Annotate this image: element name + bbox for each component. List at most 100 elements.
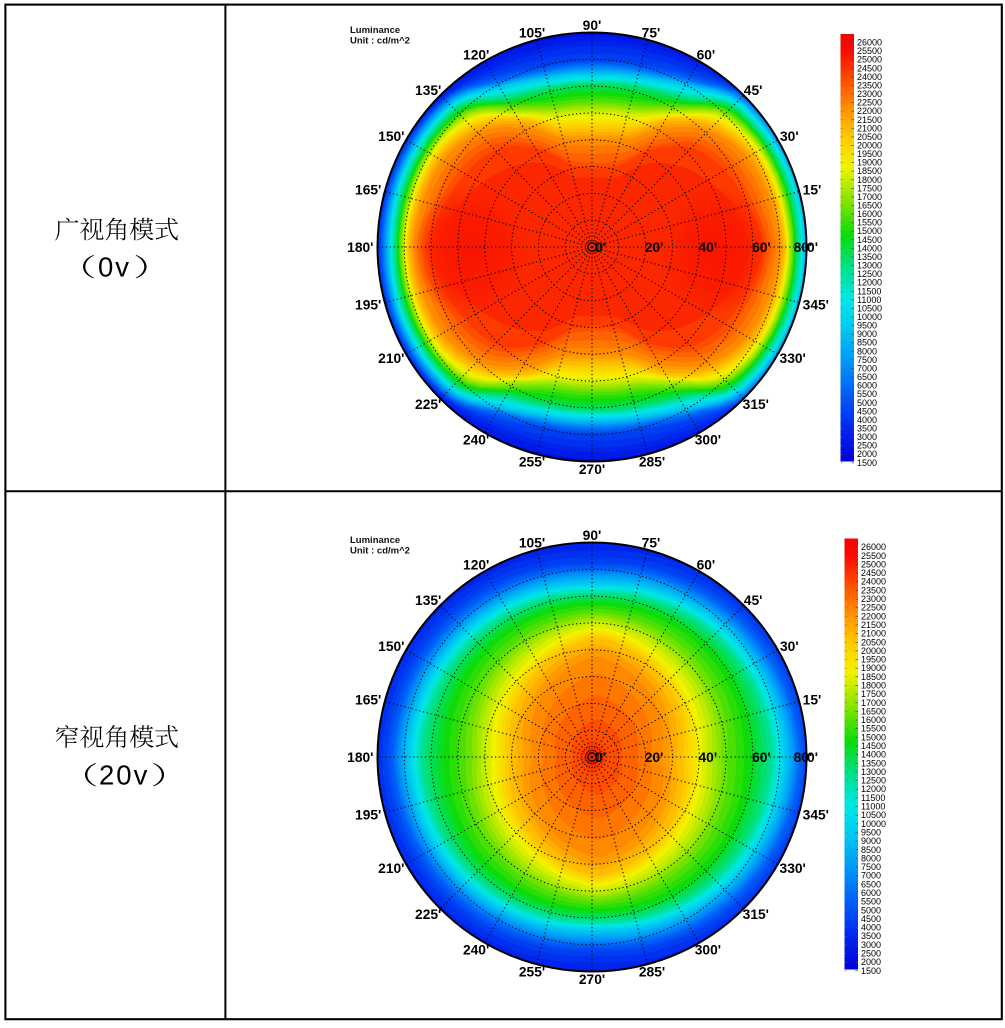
svg-text:75': 75' bbox=[642, 26, 661, 41]
svg-text:4000: 4000 bbox=[861, 923, 881, 933]
svg-text:Unit : cd/m^2: Unit : cd/m^2 bbox=[350, 36, 410, 47]
svg-text:165': 165' bbox=[355, 182, 381, 197]
svg-text:13500: 13500 bbox=[857, 252, 882, 262]
svg-text:60': 60' bbox=[752, 750, 771, 765]
svg-text:240': 240' bbox=[463, 432, 489, 447]
svg-text:18000: 18000 bbox=[857, 175, 882, 185]
svg-text:20000: 20000 bbox=[857, 141, 882, 151]
svg-text:17500: 17500 bbox=[857, 183, 882, 193]
svg-text:25000: 25000 bbox=[857, 55, 882, 65]
svg-text:26000: 26000 bbox=[857, 38, 882, 48]
svg-text:6000: 6000 bbox=[857, 381, 877, 391]
svg-text:13000: 13000 bbox=[861, 767, 886, 777]
svg-text:210': 210' bbox=[378, 351, 404, 366]
svg-text:210': 210' bbox=[378, 861, 404, 876]
svg-text:270': 270' bbox=[579, 972, 605, 987]
svg-text:270': 270' bbox=[579, 462, 605, 477]
svg-text:19000: 19000 bbox=[861, 663, 886, 673]
svg-text:12500: 12500 bbox=[857, 269, 882, 279]
svg-text:0': 0' bbox=[807, 750, 818, 765]
svg-text:18500: 18500 bbox=[861, 672, 886, 682]
svg-text:11500: 11500 bbox=[861, 793, 885, 803]
svg-text:20000: 20000 bbox=[861, 646, 886, 656]
svg-text:10000: 10000 bbox=[861, 819, 886, 829]
svg-text:0': 0' bbox=[595, 240, 606, 255]
svg-text:315': 315' bbox=[743, 907, 769, 922]
svg-text:12000: 12000 bbox=[857, 278, 882, 288]
svg-text:24500: 24500 bbox=[861, 568, 886, 578]
svg-text:13000: 13000 bbox=[857, 261, 882, 271]
svg-text:22500: 22500 bbox=[857, 98, 882, 108]
svg-text:Unit : cd/m^2: Unit : cd/m^2 bbox=[350, 546, 410, 557]
svg-text:4500: 4500 bbox=[857, 406, 877, 416]
svg-text:135': 135' bbox=[415, 593, 441, 608]
svg-text:20': 20' bbox=[645, 750, 664, 765]
svg-text:1500: 1500 bbox=[861, 966, 881, 976]
svg-text:Luminance: Luminance bbox=[350, 535, 400, 546]
svg-text:22000: 22000 bbox=[861, 611, 886, 621]
svg-text:23000: 23000 bbox=[857, 89, 882, 99]
svg-text:45': 45' bbox=[744, 593, 763, 608]
svg-text:7000: 7000 bbox=[857, 364, 877, 374]
svg-text:7500: 7500 bbox=[857, 355, 877, 365]
svg-text:4500: 4500 bbox=[861, 914, 881, 924]
svg-text:90': 90' bbox=[583, 528, 602, 543]
svg-text:30': 30' bbox=[780, 129, 799, 144]
svg-text:240': 240' bbox=[463, 942, 489, 957]
svg-text:5000: 5000 bbox=[861, 905, 881, 915]
svg-text:15500: 15500 bbox=[861, 724, 886, 734]
svg-text:4000: 4000 bbox=[857, 415, 877, 425]
svg-text:25500: 25500 bbox=[861, 551, 886, 561]
svg-text:330': 330' bbox=[780, 861, 806, 876]
svg-text:9500: 9500 bbox=[857, 321, 877, 331]
svg-text:14000: 14000 bbox=[857, 243, 882, 253]
svg-text:21000: 21000 bbox=[857, 123, 882, 133]
svg-text:8500: 8500 bbox=[861, 845, 881, 855]
svg-text:3000: 3000 bbox=[857, 432, 877, 442]
svg-text:25000: 25000 bbox=[861, 559, 886, 569]
svg-text:120': 120' bbox=[463, 48, 489, 63]
svg-text:120': 120' bbox=[463, 558, 489, 573]
svg-text:180': 180' bbox=[347, 750, 373, 765]
svg-text:40': 40' bbox=[698, 240, 717, 255]
svg-text:3000: 3000 bbox=[861, 940, 881, 950]
svg-text:40': 40' bbox=[698, 750, 717, 765]
svg-text:Luminance: Luminance bbox=[350, 25, 400, 36]
svg-text:3500: 3500 bbox=[857, 424, 877, 434]
svg-text:300': 300' bbox=[695, 432, 721, 447]
svg-text:19500: 19500 bbox=[857, 149, 882, 159]
svg-text:0': 0' bbox=[807, 240, 818, 255]
svg-text:2500: 2500 bbox=[861, 949, 881, 959]
svg-text:165': 165' bbox=[355, 692, 381, 707]
svg-text:23500: 23500 bbox=[857, 81, 882, 91]
svg-text:300': 300' bbox=[695, 942, 721, 957]
svg-text:14500: 14500 bbox=[861, 741, 886, 751]
svg-text:255': 255' bbox=[519, 964, 545, 979]
svg-text:17000: 17000 bbox=[861, 698, 886, 708]
svg-text:23500: 23500 bbox=[861, 585, 886, 595]
svg-text:3500: 3500 bbox=[861, 931, 881, 941]
svg-text:13500: 13500 bbox=[861, 758, 886, 768]
svg-text:15000: 15000 bbox=[861, 732, 886, 742]
svg-text:9000: 9000 bbox=[857, 329, 877, 339]
svg-text:24000: 24000 bbox=[857, 72, 882, 82]
svg-text:1500: 1500 bbox=[857, 458, 877, 468]
svg-text:7500: 7500 bbox=[861, 862, 881, 872]
svg-text:15': 15' bbox=[803, 182, 822, 197]
svg-text:23000: 23000 bbox=[861, 594, 886, 604]
svg-text:15000: 15000 bbox=[857, 226, 882, 236]
svg-text:10500: 10500 bbox=[857, 303, 882, 313]
svg-text:60': 60' bbox=[697, 558, 716, 573]
svg-text:2500: 2500 bbox=[857, 441, 877, 451]
svg-text:11500: 11500 bbox=[857, 286, 881, 296]
svg-text:20': 20' bbox=[645, 240, 664, 255]
svg-text:225': 225' bbox=[415, 907, 441, 922]
svg-text:315': 315' bbox=[743, 397, 769, 412]
svg-text:15': 15' bbox=[803, 692, 822, 707]
svg-text:12000: 12000 bbox=[861, 784, 886, 794]
svg-text:180': 180' bbox=[347, 240, 373, 255]
svg-text:30': 30' bbox=[780, 639, 799, 654]
svg-text:22500: 22500 bbox=[861, 603, 886, 613]
svg-text:150': 150' bbox=[378, 129, 404, 144]
svg-text:285': 285' bbox=[639, 454, 665, 469]
